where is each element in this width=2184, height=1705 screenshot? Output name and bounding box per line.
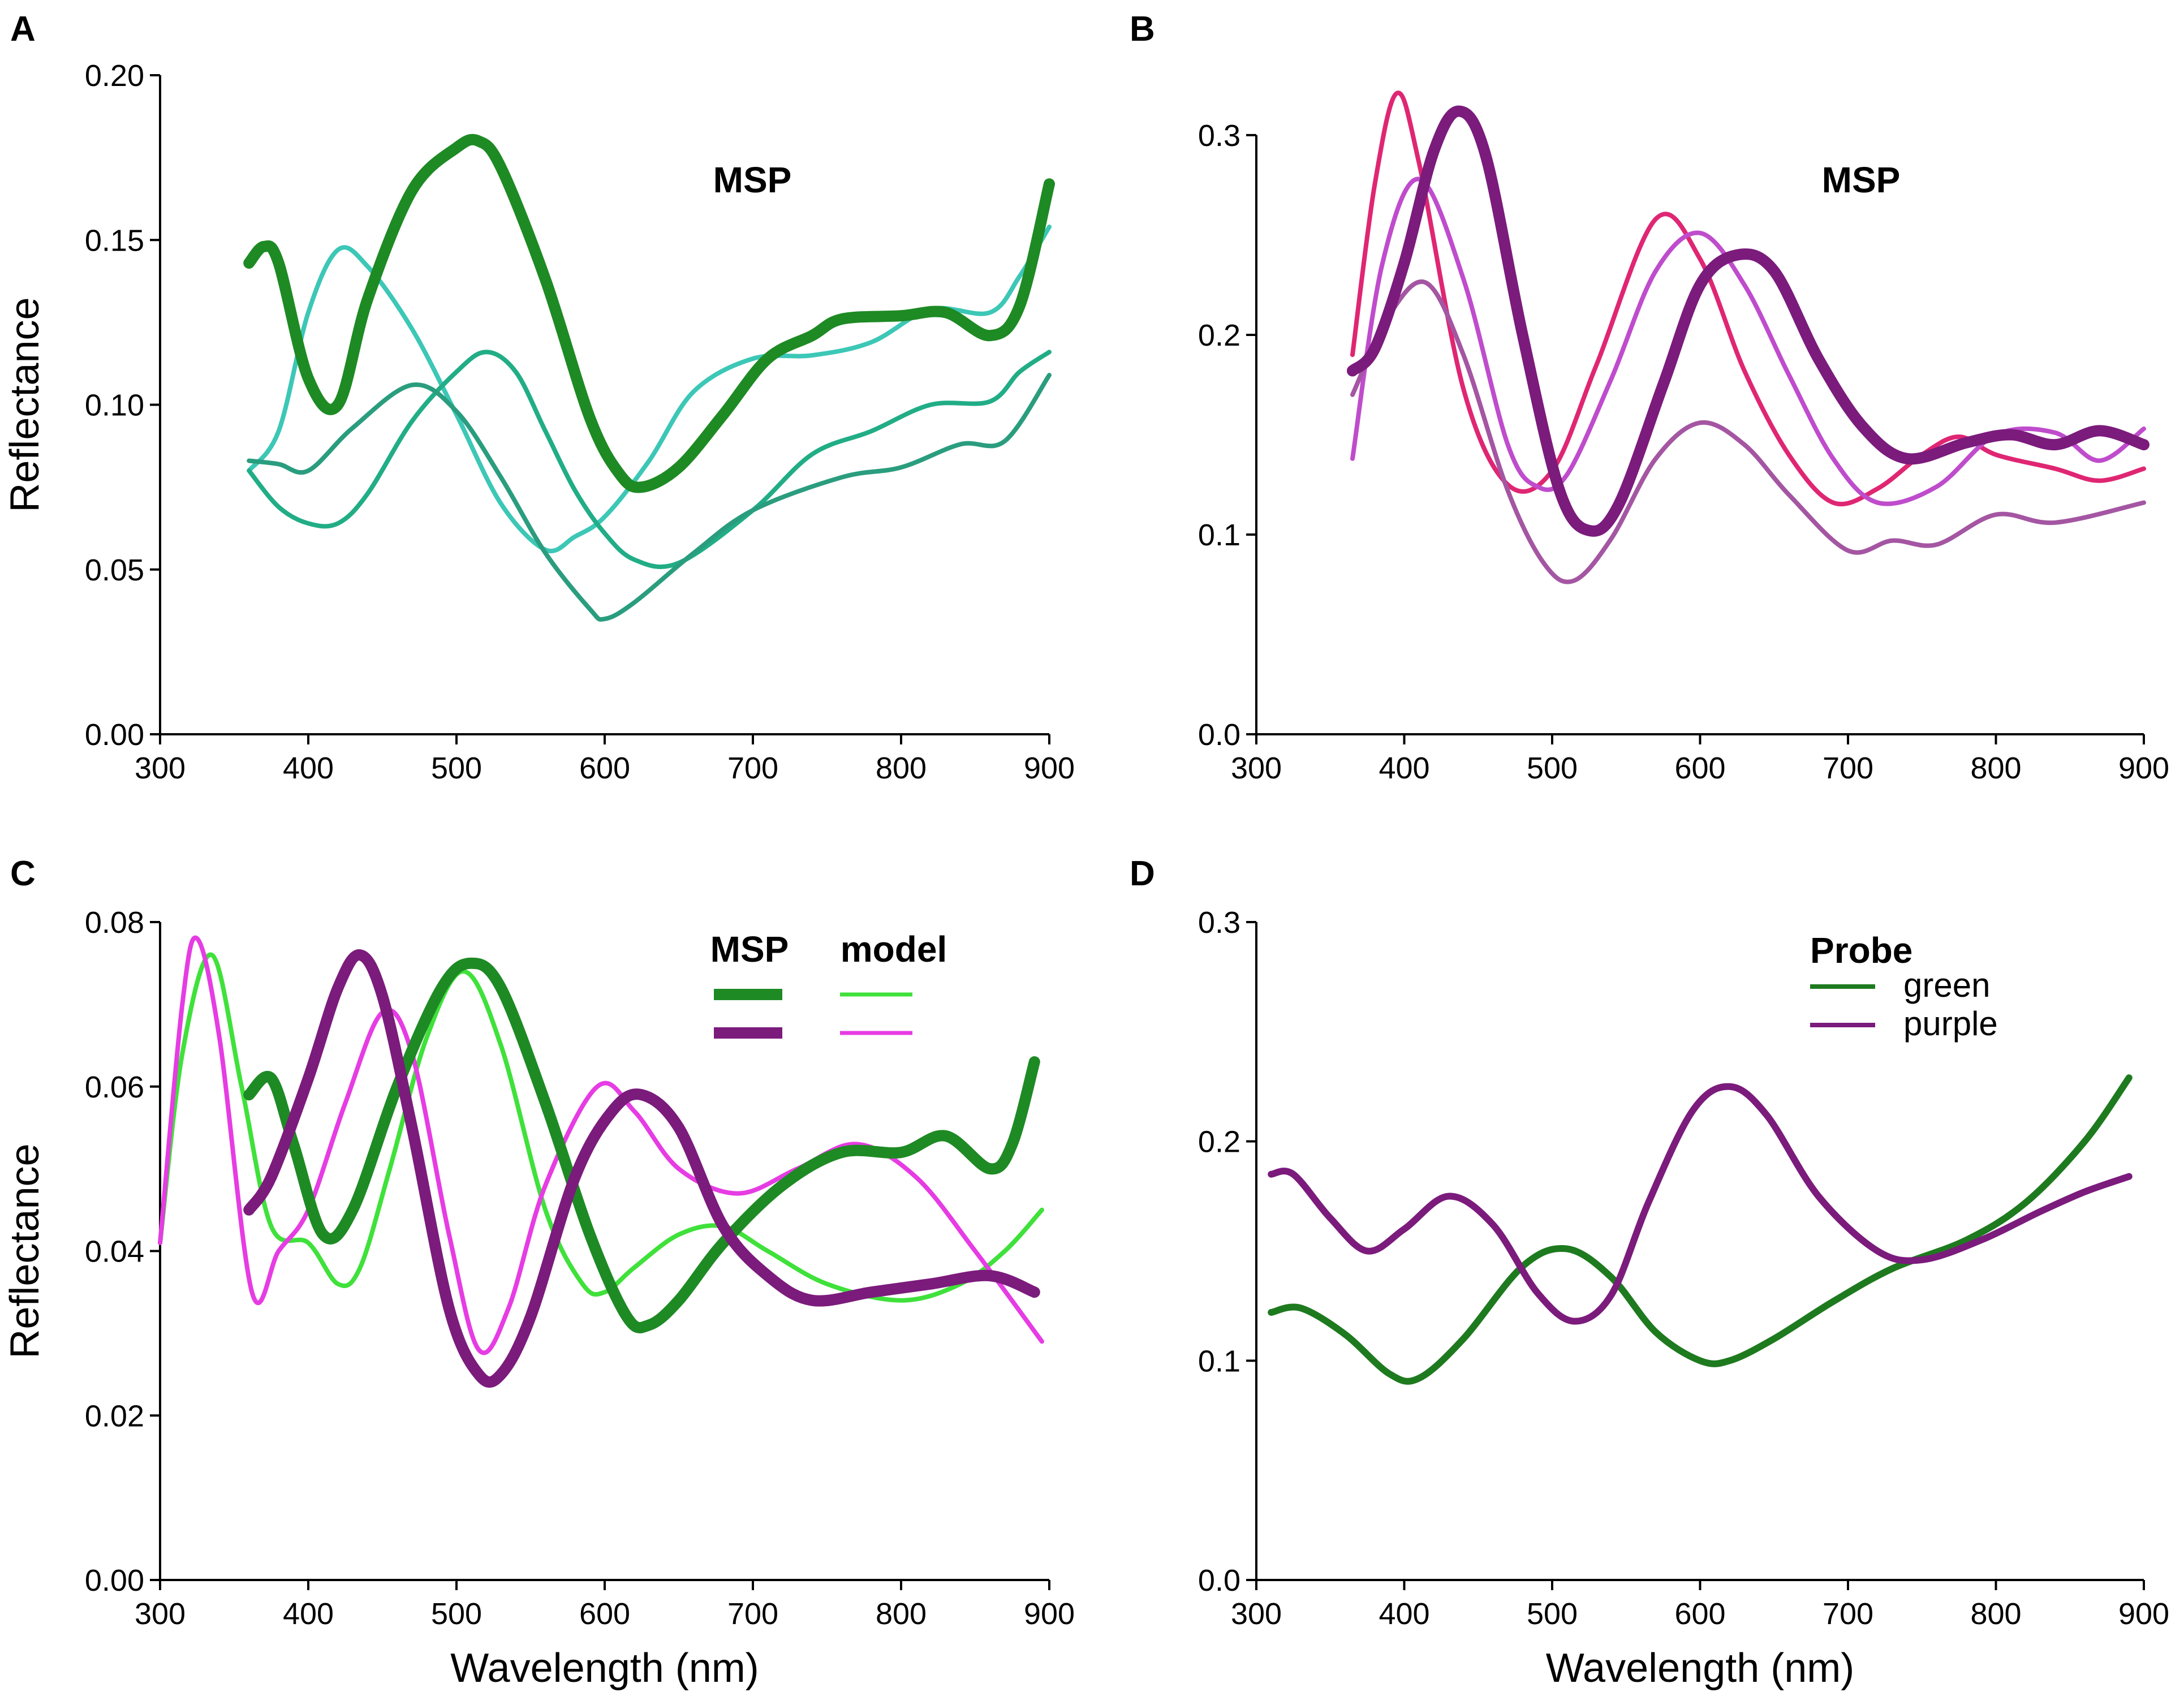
series-line-msp-green: [243, 134, 1055, 493]
y-tick-label: 0.00: [85, 1564, 144, 1598]
x-axis-title: Wavelength (nm): [1546, 1646, 1855, 1691]
x-tick-label: 400: [283, 1597, 334, 1631]
series-line-msp-purple: [243, 949, 1040, 1388]
x-tick-label: 800: [876, 1597, 927, 1631]
x-axis-title: Wavelength (nm): [450, 1646, 759, 1691]
msp-annotation: MSP: [1822, 160, 1901, 200]
legend-title: Probe: [1810, 930, 1912, 971]
x-tick-label: 500: [431, 1597, 482, 1631]
legend-header-model: model: [841, 929, 947, 970]
panel-letter: B: [1130, 10, 1155, 49]
y-tick-label: 0.2: [1198, 1125, 1240, 1159]
x-tick-label: 300: [135, 1597, 186, 1631]
y-tick-label: 0.0: [1198, 718, 1240, 752]
x-tick-label: 500: [431, 751, 482, 785]
panel-a: A 300 400 500 600 700 800 900 0.00 0.05 0.10 0.15 0.…: [2, 10, 1075, 785]
panel-letter: D: [1130, 854, 1155, 893]
x-tick-label: 900: [1024, 1597, 1075, 1631]
x-tick-label: 900: [2118, 751, 2169, 785]
panel-letter: A: [10, 10, 36, 49]
y-tick-label: 0.10: [85, 389, 144, 423]
series-line-magenta: [1350, 91, 2146, 507]
legend-entry-purple: purple: [1903, 1005, 1998, 1043]
x-tick-label: 300: [135, 751, 186, 785]
x-tick-label: 600: [1674, 751, 1725, 785]
y-tick-label: 0.04: [85, 1235, 144, 1269]
y-tick-label: 0.15: [85, 223, 144, 257]
x-tick-label: 400: [1379, 1597, 1429, 1631]
series-line-teal-dark: [247, 373, 1052, 622]
x-tick-label: 400: [1379, 751, 1429, 785]
y-tick-label: 0.3: [1198, 119, 1240, 153]
y-tick-label: 0.2: [1198, 318, 1240, 352]
y-axis-title: Reflectance: [2, 297, 48, 512]
x-tick-label: 500: [1527, 1597, 1578, 1631]
series-line-violet: [1350, 176, 2146, 506]
y-tick-label: 0.05: [85, 553, 144, 587]
x-tick-label: 700: [727, 751, 778, 785]
panel-c: C 300 400 500 600 700 800 900 0.00 0.02 0.04 0.06 0.…: [2, 854, 1075, 1691]
x-tick-label: 600: [579, 751, 630, 785]
series-line-green: [1268, 1074, 2133, 1385]
y-tick-label: 0.08: [85, 906, 144, 940]
series-line-teal-mid: [247, 350, 1052, 569]
msp-annotation: MSP: [713, 160, 792, 200]
y-tick-label: 0.1: [1198, 1344, 1240, 1378]
x-tick-label: 300: [1231, 1597, 1282, 1631]
legend-entry-green: green: [1903, 966, 1990, 1004]
x-tick-label: 800: [876, 751, 927, 785]
x-tick-label: 700: [1823, 751, 1873, 785]
y-tick-label: 0.3: [1198, 906, 1240, 940]
x-tick-label: 600: [579, 1597, 630, 1631]
panel-d: D 300 400 500 600 700 800 900 0.0 0.1 0.2 0.3 Wavele…: [1130, 854, 2169, 1691]
x-tick-label: 700: [727, 1597, 778, 1631]
x-tick-label: 500: [1527, 751, 1578, 785]
y-tick-label: 0.20: [85, 59, 144, 93]
y-tick-label: 0.02: [85, 1399, 144, 1433]
y-tick-label: 0.06: [85, 1070, 144, 1104]
series-line-msp-green: [243, 957, 1040, 1333]
series-line-model-green: [158, 952, 1044, 1303]
x-tick-label: 900: [2118, 1597, 2169, 1631]
panel-b: B 300 400 500 600 700 800 900 0.0 0.1 0.2 0.3 MSP: [1130, 10, 2169, 785]
series-line-purple: [1268, 1083, 2133, 1325]
x-tick-label: 700: [1823, 1597, 1873, 1631]
legend: MSP model: [710, 929, 947, 1039]
y-tick-label: 0.00: [85, 718, 144, 752]
series-line-mauve: [1350, 279, 2146, 584]
x-tick-label: 400: [283, 751, 334, 785]
y-tick-label: 0.1: [1198, 518, 1240, 552]
x-tick-label: 300: [1231, 751, 1282, 785]
series-line-teal-light: [247, 225, 1052, 553]
x-tick-label: 900: [1024, 751, 1075, 785]
legend-header-msp: MSP: [710, 929, 789, 970]
y-tick-label: 0.0: [1198, 1564, 1240, 1598]
x-tick-label: 800: [1970, 1597, 2021, 1631]
series-line-msp-purple: [1347, 105, 2149, 537]
panel-letter: C: [10, 854, 36, 893]
y-axis-title: Reflectance: [2, 1143, 48, 1358]
x-tick-label: 600: [1674, 1597, 1725, 1631]
x-tick-label: 800: [1970, 751, 2021, 785]
